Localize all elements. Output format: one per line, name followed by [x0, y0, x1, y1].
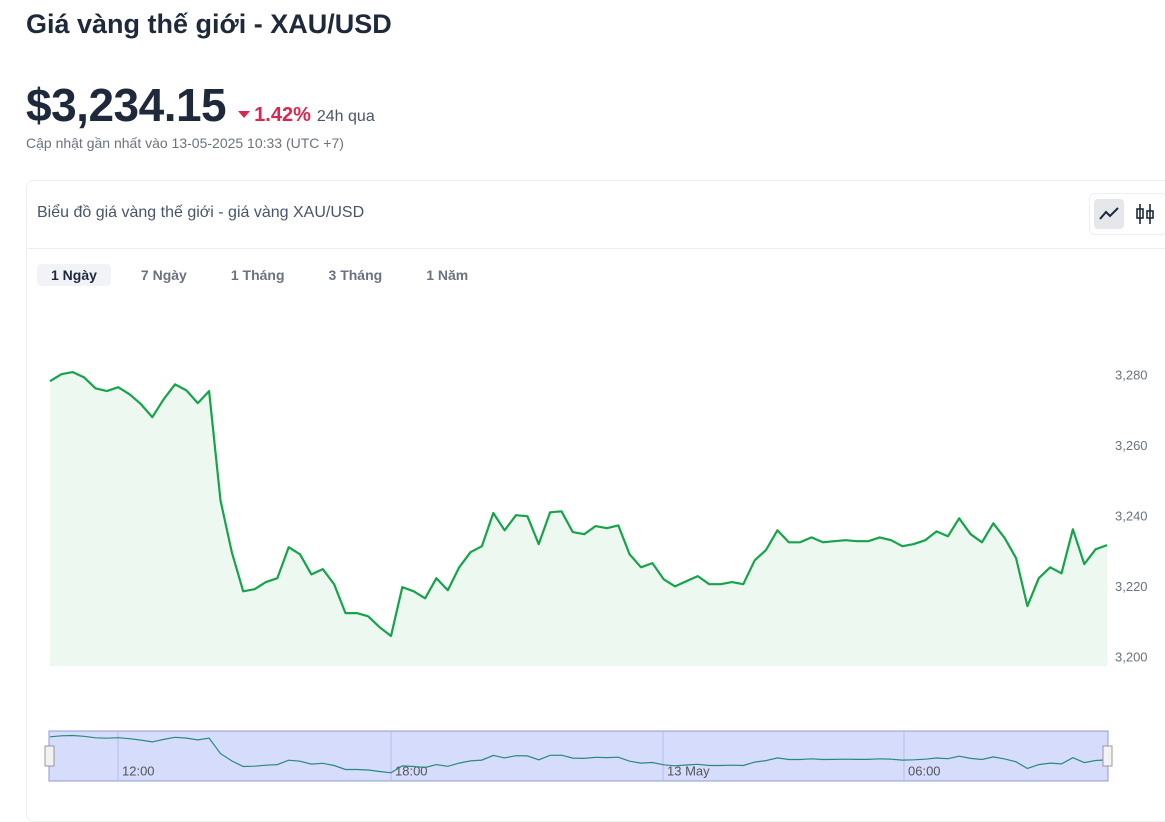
change-period: 24h qua: [316, 108, 375, 125]
updated-time: Cập nhật gần nhất vào 13-05-2025 10:33 (…: [26, 135, 344, 151]
y-tick-label: 3,200: [1115, 650, 1148, 665]
navigator-line: [49, 734, 1108, 774]
range-tabs: 1 Ngày 7 Ngày 1 Tháng 3 Tháng 1 Năm: [37, 264, 498, 286]
line: [49, 371, 1108, 638]
candle-chart-button[interactable]: [1130, 199, 1160, 229]
candle-icon: [1136, 204, 1154, 224]
navigator-label: 18:00: [395, 763, 428, 778]
range-tab[interactable]: 1 Ngày: [37, 264, 111, 286]
y-tick-label: 3,260: [1115, 438, 1148, 453]
y-tick-label: 3,280: [1115, 368, 1148, 383]
navigator-label: 06:00: [908, 763, 941, 778]
range-tab[interactable]: 3 Tháng: [328, 267, 383, 283]
price: $3,234.15: [26, 79, 227, 131]
card-header: Biểu đồ giá vàng thế giới - giá vàng XAU…: [27, 181, 1165, 249]
chart: 3,200 3,220 3,240 3,260 3,280 12:00 18:00 13 Ma…: [44, 368, 1148, 782]
range-tab[interactable]: 1 Năm: [426, 267, 469, 283]
price-row: $3,234.15 1.42% 24h qua: [26, 78, 375, 132]
navigator-label: 12:00: [122, 763, 155, 778]
navigator-handle[interactable]: [1102, 745, 1113, 767]
area: [50, 372, 1107, 666]
page-title: Giá vàng thế giới - XAU/USD: [26, 9, 392, 39]
chart-card: Biểu đồ giá vàng thế giới - giá vàng XAU…: [26, 180, 1165, 822]
line-chart-button[interactable]: [1094, 199, 1124, 229]
navigator-handle[interactable]: [44, 745, 55, 767]
line-icon: [1099, 207, 1119, 220]
range-tab[interactable]: 7 Ngày: [140, 267, 187, 283]
page: {"header": {"title": "Giá vàng thế giới …: [0, 0, 1165, 801]
navigator-label: 13 May: [667, 763, 710, 778]
y-tick-label: 3,220: [1115, 579, 1148, 594]
card-title: Biểu đồ giá vàng thế giới - giá vàng XAU…: [37, 204, 365, 221]
price-change: 1.42%: [238, 104, 311, 127]
chart-type-switch: [1089, 193, 1165, 235]
range-tab[interactable]: 1 Tháng: [230, 267, 285, 283]
y-tick-label: 3,240: [1115, 509, 1148, 524]
